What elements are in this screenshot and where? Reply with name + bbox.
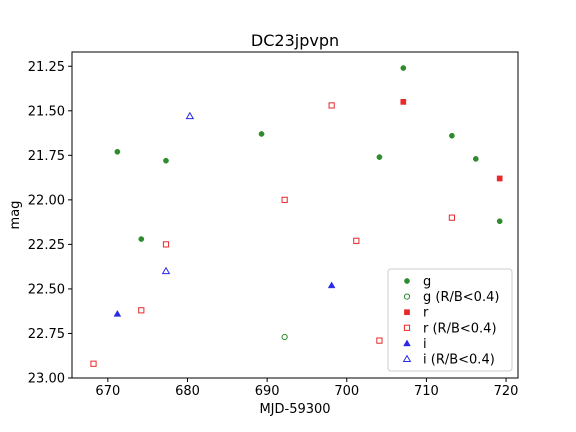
- legend-item: r: [404, 306, 429, 321]
- x-tick-label: 700: [334, 384, 359, 399]
- legend-label: g: [423, 275, 431, 290]
- data-point: [328, 102, 335, 109]
- plot-area: [90, 65, 503, 367]
- y-axis-label: mag: [8, 201, 23, 230]
- x-axis-label: MJD-59300: [259, 402, 330, 417]
- x-tick-label: 680: [175, 384, 200, 399]
- legend-label: g (R/B<0.4): [423, 290, 499, 305]
- y-axis: 21.25 21.50 21.75 22.00 22.25 22.50 22.75 23.00: [28, 60, 72, 387]
- legend-label: r: [423, 306, 429, 321]
- data-point: [162, 241, 170, 248]
- legend-marker: [404, 309, 410, 316]
- legend-frame: [387, 268, 513, 372]
- series-0: [114, 65, 503, 242]
- x-tick-label: 720: [494, 384, 519, 399]
- legend-item: g: [404, 275, 431, 290]
- series-3: [90, 102, 455, 367]
- plot-frame: [71, 51, 519, 379]
- y-tick-label: 21.25: [28, 60, 65, 75]
- legend-item: i (R/B<0.4): [402, 353, 495, 368]
- data-point: [327, 281, 336, 289]
- y-tick-label: 22.75: [28, 327, 65, 342]
- data-point: [376, 154, 383, 160]
- legend-marker: [403, 339, 411, 347]
- data-point: [281, 196, 288, 203]
- chart-title: DC23jpvpn: [251, 31, 339, 50]
- legend-item: i: [403, 337, 427, 352]
- legend: gg (R/B<0.4)rr (R/B<0.4)ii (R/B<0.4): [387, 268, 513, 372]
- data-point: [138, 307, 145, 314]
- data-point: [113, 309, 122, 317]
- legend-marker: [404, 278, 410, 284]
- data-point: [114, 148, 121, 155]
- data-point: [472, 156, 479, 162]
- legend-label: i (R/B<0.4): [423, 353, 495, 368]
- x-tick-label: 710: [414, 384, 439, 399]
- y-tick-label: 21.50: [28, 104, 65, 119]
- series-1: [281, 333, 288, 341]
- legend-label: i: [423, 337, 427, 352]
- x-tick-label: 670: [95, 384, 120, 399]
- data-point: [163, 157, 169, 164]
- data-point: [185, 111, 195, 120]
- data-point: [376, 337, 383, 344]
- x-axis: 670 680 690 700 710 720: [95, 378, 518, 399]
- x-tick-label: 690: [255, 384, 280, 399]
- data-point: [353, 237, 360, 244]
- series-2: [400, 99, 503, 182]
- y-tick-label: 21.75: [28, 149, 65, 164]
- data-point: [90, 360, 97, 367]
- legend-marker: [402, 354, 412, 363]
- data-point: [496, 175, 503, 182]
- y-tick-label: 22.00: [28, 193, 65, 208]
- data-point: [138, 236, 145, 242]
- y-tick-label: 22.25: [28, 238, 65, 253]
- data-point: [496, 218, 503, 225]
- legend-item: g (R/B<0.4): [403, 290, 499, 305]
- legend-marker: [403, 324, 411, 331]
- data-point: [161, 266, 171, 275]
- y-tick-label: 23.00: [28, 372, 65, 387]
- legend-marker: [403, 293, 411, 300]
- data-point: [281, 333, 288, 341]
- data-point: [258, 131, 265, 137]
- data-point: [400, 65, 407, 71]
- data-point: [449, 132, 455, 139]
- data-point: [400, 99, 407, 105]
- series-5: [161, 111, 195, 275]
- series-4: [113, 281, 336, 317]
- data-point: [448, 214, 455, 221]
- legend-label: r (R/B<0.4): [423, 321, 497, 336]
- legend-item: r (R/B<0.4): [403, 321, 497, 336]
- y-tick-label: 22.50: [28, 282, 65, 297]
